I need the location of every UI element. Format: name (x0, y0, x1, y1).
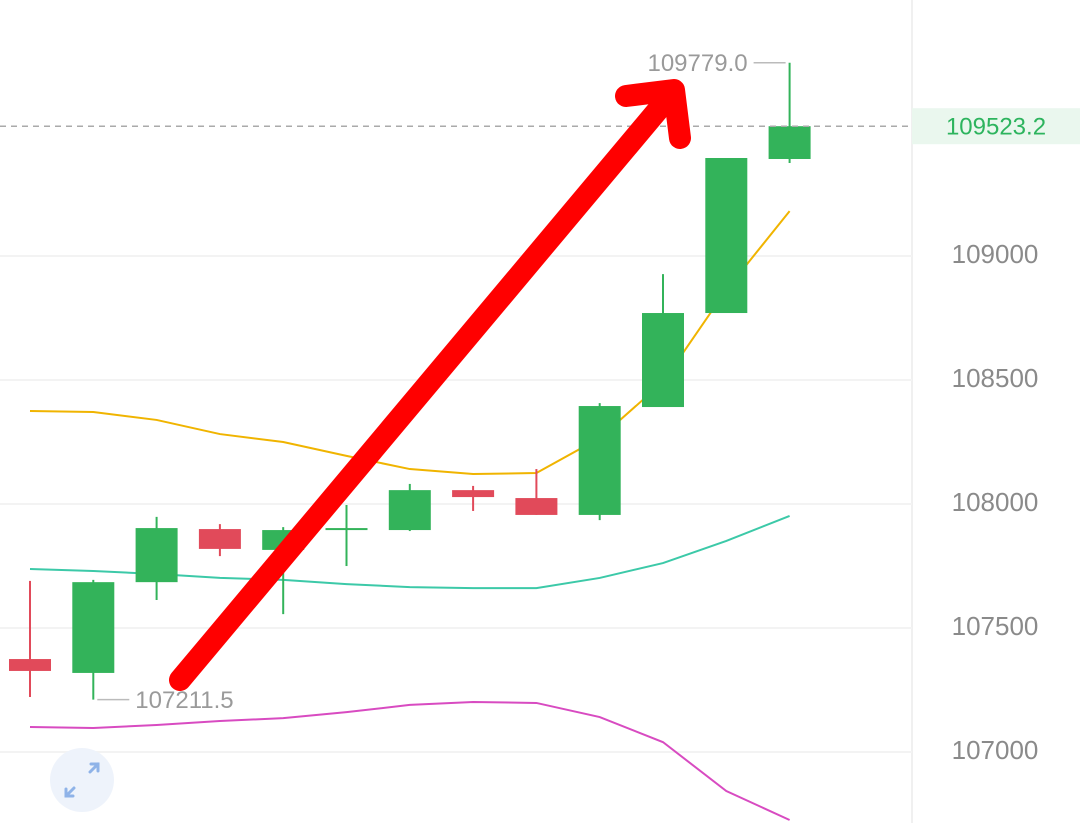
expand-button[interactable] (50, 748, 114, 812)
grid: 107000 107500 108000 108500 109000 (0, 239, 1038, 765)
y-tick-label: 108500 (952, 363, 1039, 393)
candle-body (72, 582, 115, 673)
candle-body (705, 158, 748, 314)
candle-body (325, 528, 368, 531)
arrow-head (615, 79, 691, 149)
candle-body (9, 659, 51, 671)
trend-arrow (169, 79, 691, 691)
candle-body (642, 313, 684, 408)
candle-body (452, 490, 495, 498)
arrow-shaft (169, 87, 679, 691)
candle-body (768, 126, 811, 159)
last-price-label: 109523.2 (946, 114, 1046, 141)
last-price-tag (912, 108, 1080, 145)
candle-body (388, 490, 431, 531)
expand-icon[interactable] (64, 762, 100, 798)
candle-body (198, 529, 241, 549)
expand-bg[interactable] (50, 748, 114, 812)
candle-body (578, 406, 621, 515)
annotation-label: 107211.5 (135, 687, 233, 714)
annotation-label: 109779.0 (647, 50, 747, 77)
y-tick-label: 108000 (952, 487, 1039, 517)
y-tick-label: 109000 (952, 239, 1039, 269)
plot: 109779.0 107211.5 109523.2 (0, 50, 1080, 821)
y-tick-label: 107500 (952, 611, 1039, 641)
candle-body (515, 498, 558, 515)
candle-body (135, 528, 178, 583)
indicator-line (29, 700, 791, 821)
y-tick-label: 107000 (952, 735, 1039, 765)
